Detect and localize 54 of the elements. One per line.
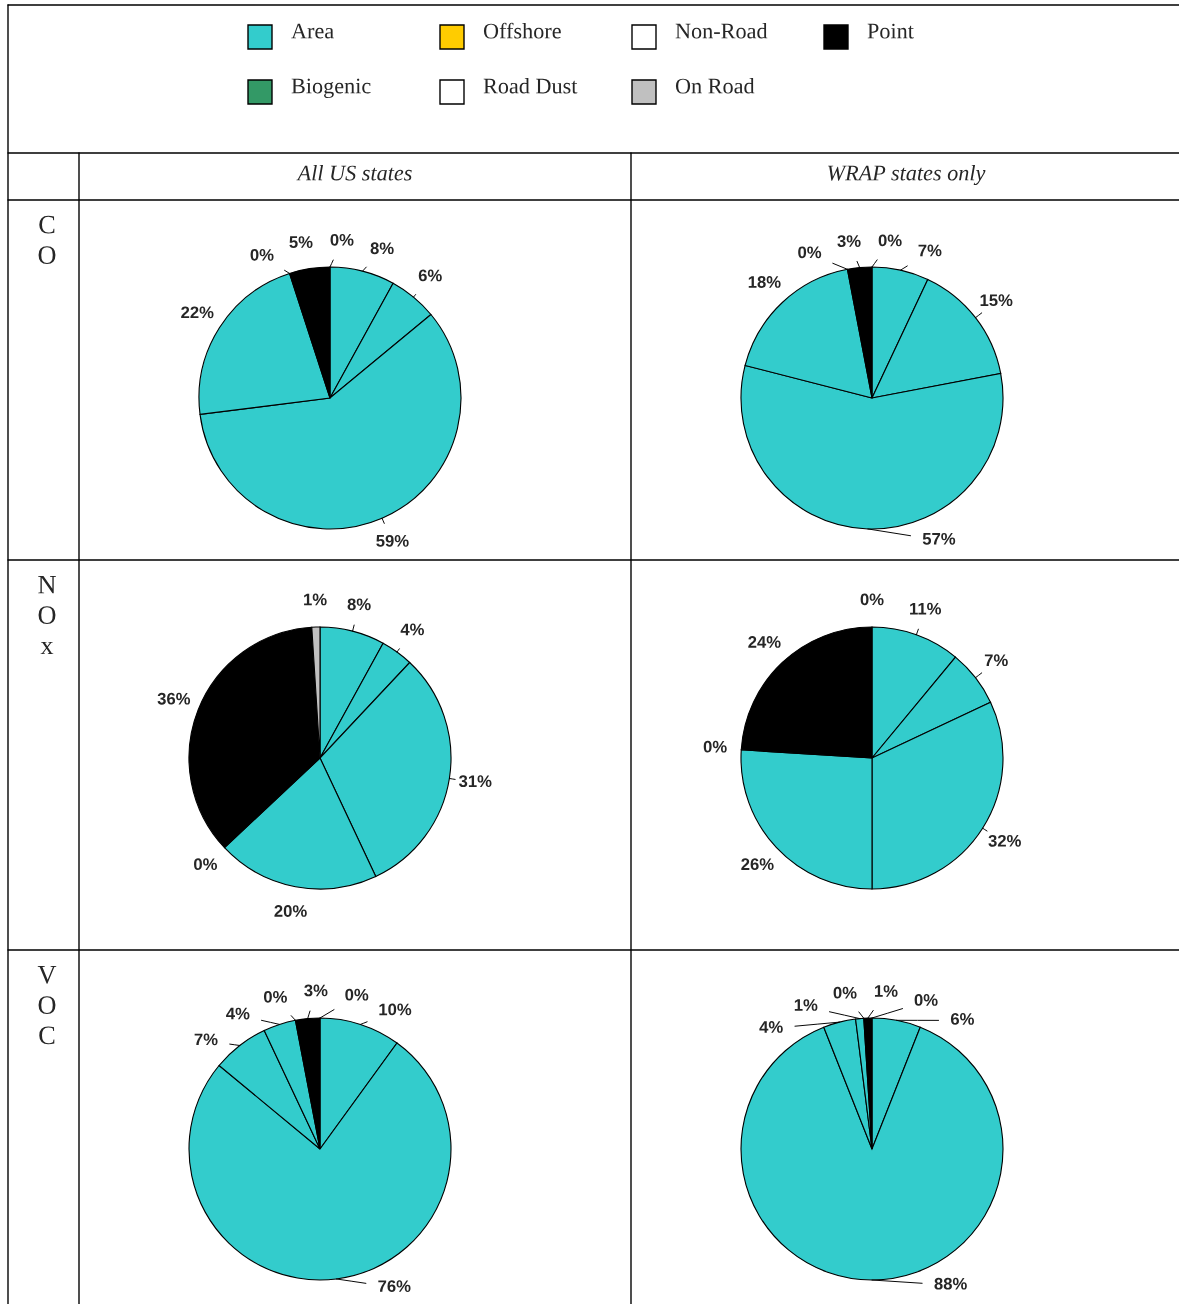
data-label: 6% <box>418 269 442 282</box>
category-label: Area <box>291 23 334 39</box>
text: 0% <box>703 740 727 753</box>
data-label: 1% <box>874 985 898 997</box>
data-label: 36% <box>157 692 191 705</box>
category-label: Non-Road <box>675 22 768 39</box>
data-label: 1% <box>794 999 818 1011</box>
data-label: 7% <box>918 244 942 257</box>
category-label: Biogenic <box>291 78 371 99</box>
data-label: 4% <box>400 623 425 636</box>
text: NOx <box>38 576 56 654</box>
text: 0% <box>263 990 287 1003</box>
data-label: 15% <box>980 294 1013 307</box>
data-label: 26% <box>741 858 774 871</box>
data-label: 11% <box>910 602 942 615</box>
text: 0% <box>194 858 218 871</box>
category-label: Offshore <box>483 22 561 39</box>
data-label: 20% <box>274 905 307 917</box>
text: 0% <box>914 994 938 1006</box>
text: VOC <box>37 966 57 1045</box>
data-label: 4% <box>226 1007 250 1020</box>
data-label: 22% <box>181 306 214 319</box>
data-label: 57% <box>922 532 956 545</box>
data-label: 88% <box>934 1277 967 1290</box>
data-label: 18% <box>748 276 781 288</box>
chart-title: All US states <box>296 164 412 181</box>
data-label: 1% <box>304 593 327 606</box>
data-label: 7% <box>984 654 1008 667</box>
text: CO <box>38 215 56 264</box>
chart-title: WRAP states only <box>828 164 986 186</box>
data-label: 6% <box>950 1013 974 1025</box>
data-label: 59% <box>376 534 409 547</box>
data-label: 4% <box>759 1021 783 1033</box>
text: 0% <box>833 986 857 999</box>
data-label: 10% <box>379 1003 412 1016</box>
data-label: 8% <box>347 598 371 611</box>
text: 0% <box>878 234 902 247</box>
data-label: 31% <box>458 775 492 788</box>
data-label: 3% <box>304 984 328 997</box>
text: 0% <box>345 988 369 1001</box>
data-label: 8% <box>370 242 394 255</box>
text: 0% <box>798 246 822 259</box>
category-label: Road Dust <box>483 77 578 94</box>
text: 0% <box>250 248 274 261</box>
data-label: 5% <box>289 236 313 248</box>
text: 0% <box>330 233 354 246</box>
category-label: On Road <box>675 77 755 94</box>
text: 0% <box>860 593 884 606</box>
data-label: 3% <box>837 235 861 247</box>
data-label: 7% <box>194 1033 218 1046</box>
data-label: 32% <box>988 834 1021 847</box>
data-label: 76% <box>378 1280 411 1293</box>
data-label: 24% <box>748 636 781 648</box>
category-label: Point <box>867 23 914 39</box>
